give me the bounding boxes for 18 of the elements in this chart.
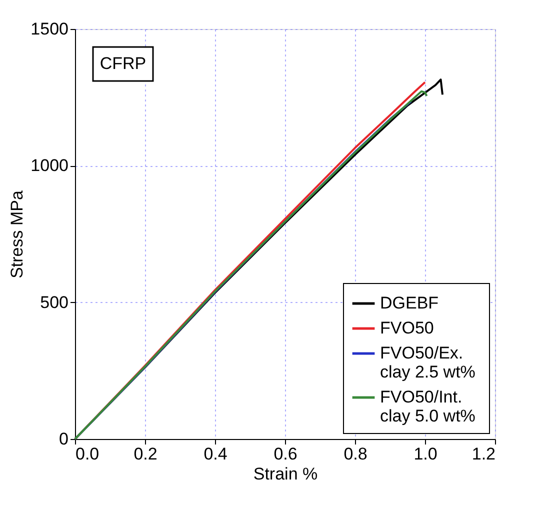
y-axis-title: Stress MPa xyxy=(8,190,27,278)
y-tick-label: 1000 xyxy=(30,156,68,176)
x-tick-label: 1.2 xyxy=(472,444,496,464)
x-tick-label: 0.2 xyxy=(134,444,158,464)
x-tick-label: 0.8 xyxy=(344,444,368,464)
x-axis-title: Strain % xyxy=(253,464,318,484)
legend-label: FVO50/Int. clay 5.0 wt% xyxy=(380,388,476,426)
x-tick-label: 0.6 xyxy=(274,444,298,464)
x-tick-label: 0.4 xyxy=(204,444,228,464)
x-tick-label: 1.0 xyxy=(414,444,438,464)
y-tick-label: 500 xyxy=(40,292,68,312)
y-tick-label: 0 xyxy=(59,430,68,448)
x-tick-label: 0.0 xyxy=(76,444,100,464)
legend-label: DGEBF xyxy=(380,294,439,312)
annotation: CFRP xyxy=(100,54,146,73)
legend-label: FVO50 xyxy=(380,318,434,338)
legend-label: FVO50/Ex. clay 2.5 wt% xyxy=(380,344,476,382)
y-tick-label: 1500 xyxy=(30,20,68,38)
